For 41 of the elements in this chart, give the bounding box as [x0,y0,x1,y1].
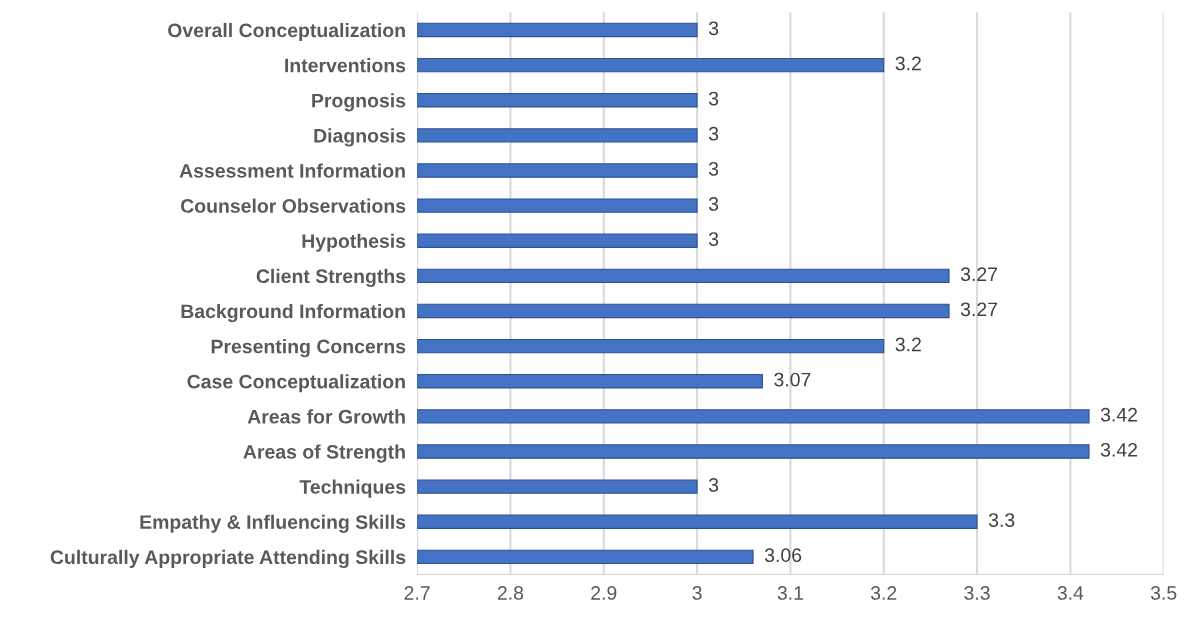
y-tick-label: Background Information [181,303,405,323]
x-tick-label: 3.3 [964,586,990,600]
x-tick-label: 3.2 [870,586,897,600]
x-tick-label: 2.9 [591,586,617,600]
data-label: 3 [708,478,719,492]
data-label: 3.07 [774,372,811,387]
x-tick-label: 2.7 [404,586,430,600]
y-tick-label: Areas for Growth [247,409,405,424]
y-tick-label: Areas of Strength [243,444,405,463]
y-tick-label: Overall Conceptualization [168,22,405,42]
x-tick-label: 3.1 [777,586,803,600]
y-tick-label: Interventions [285,58,406,73]
data-label: 3 [708,232,719,246]
data-label: 3 [708,126,719,141]
y-tick-label: Culturally Appropriate Attending Skills [50,549,406,569]
data-label: 3 [708,91,719,106]
x-tick-label: 2.8 [497,586,524,600]
data-label: 3.2 [895,56,921,71]
data-label: 3 [708,197,719,211]
y-tick-label: Client Strengths [256,268,406,288]
data-label: 3.42 [1100,442,1137,457]
y-tick-label: Diagnosis [314,128,406,147]
data-label: 3.42 [1100,407,1137,422]
data-label: 3 [708,161,719,176]
y-tick-label: Hypothesis [302,233,406,252]
y-tick-label: Empathy & Influencing Skills [140,514,406,533]
y-tick-label: Presenting Concerns [211,339,406,358]
y-tick-label: Counselor Observations [181,198,406,213]
y-tick-label: Assessment Information [179,163,405,178]
x-tick-label: 3 [692,586,702,600]
data-label: 3.3 [988,513,1015,527]
y-tick-label: Techniques [299,479,406,498]
x-tick-label: 3.4 [1057,586,1084,600]
data-label: 3.2 [895,337,921,352]
data-label: 3.27 [960,302,998,317]
y-tick-label: Prognosis [312,93,406,112]
data-label: 3.27 [960,267,998,282]
data-label: 3.06 [764,548,802,563]
x-tick-label: 3.5 [1150,586,1177,600]
data-label: 3 [708,21,719,36]
y-tick-label: Case Conceptualization [187,374,405,393]
